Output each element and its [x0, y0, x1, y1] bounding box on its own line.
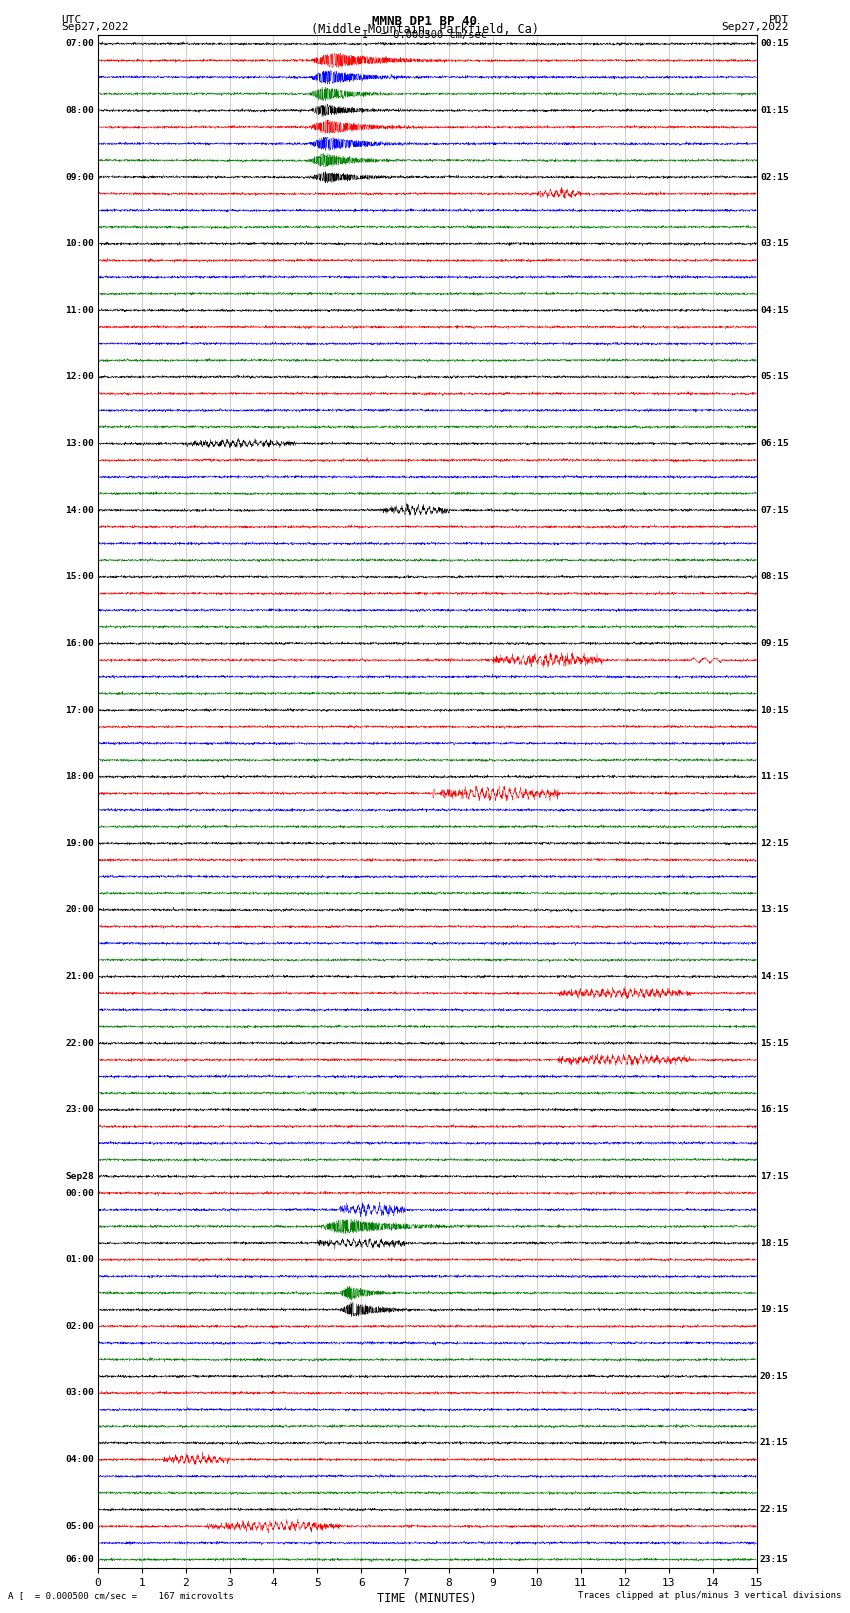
Text: 17:15: 17:15 — [760, 1173, 789, 1181]
Text: 10:00: 10:00 — [65, 239, 94, 248]
X-axis label: TIME (MINUTES): TIME (MINUTES) — [377, 1592, 477, 1605]
Text: 15:15: 15:15 — [760, 1039, 789, 1048]
Text: 20:00: 20:00 — [65, 905, 94, 915]
Text: 22:15: 22:15 — [760, 1505, 789, 1515]
Text: 04:15: 04:15 — [760, 306, 789, 315]
Text: 21:00: 21:00 — [65, 973, 94, 981]
Text: 13:00: 13:00 — [65, 439, 94, 448]
Text: PDT: PDT — [768, 16, 789, 26]
Text: Sep28: Sep28 — [65, 1173, 94, 1181]
Text: 03:15: 03:15 — [760, 239, 789, 248]
Text: 20:15: 20:15 — [760, 1371, 789, 1381]
Text: 05:15: 05:15 — [760, 373, 789, 381]
Text: 02:00: 02:00 — [65, 1321, 94, 1331]
Text: 14:00: 14:00 — [65, 506, 94, 515]
Text: 16:00: 16:00 — [65, 639, 94, 648]
Text: 06:00: 06:00 — [65, 1555, 94, 1565]
Text: 10:15: 10:15 — [760, 705, 789, 715]
Text: 17:00: 17:00 — [65, 705, 94, 715]
Text: 09:15: 09:15 — [760, 639, 789, 648]
Text: 08:15: 08:15 — [760, 573, 789, 581]
Text: 15:00: 15:00 — [65, 573, 94, 581]
Text: 23:00: 23:00 — [65, 1105, 94, 1115]
Text: 03:00: 03:00 — [65, 1389, 94, 1397]
Text: Sep27,2022: Sep27,2022 — [61, 23, 128, 32]
Text: 18:00: 18:00 — [65, 773, 94, 781]
Text: 02:15: 02:15 — [760, 173, 789, 182]
Text: 14:15: 14:15 — [760, 973, 789, 981]
Text: 21:15: 21:15 — [760, 1439, 789, 1447]
Text: Traces clipped at plus/minus 3 vertical divisions: Traces clipped at plus/minus 3 vertical … — [578, 1590, 842, 1600]
Text: 01:15: 01:15 — [760, 106, 789, 115]
Text: 01:00: 01:00 — [65, 1255, 94, 1265]
Text: 00:15: 00:15 — [760, 39, 789, 48]
Text: 12:15: 12:15 — [760, 839, 789, 848]
Text: 07:15: 07:15 — [760, 506, 789, 515]
Text: 18:15: 18:15 — [760, 1239, 789, 1247]
Text: 16:15: 16:15 — [760, 1105, 789, 1115]
Text: 05:00: 05:00 — [65, 1521, 94, 1531]
Text: 06:15: 06:15 — [760, 439, 789, 448]
Text: 12:00: 12:00 — [65, 373, 94, 381]
Text: 19:15: 19:15 — [760, 1305, 789, 1315]
Text: I  = 0.000500 cm/sec: I = 0.000500 cm/sec — [362, 31, 488, 40]
Text: (Middle Mountain, Parkfield, Ca): (Middle Mountain, Parkfield, Ca) — [311, 23, 539, 35]
Text: 13:15: 13:15 — [760, 905, 789, 915]
Text: 19:00: 19:00 — [65, 839, 94, 848]
Text: A [  = 0.000500 cm/sec =    167 microvolts: A [ = 0.000500 cm/sec = 167 microvolts — [8, 1590, 235, 1600]
Text: 09:00: 09:00 — [65, 173, 94, 182]
Text: 11:15: 11:15 — [760, 773, 789, 781]
Text: MMNB DP1 BP 40: MMNB DP1 BP 40 — [372, 16, 478, 29]
Text: 04:00: 04:00 — [65, 1455, 94, 1465]
Text: 11:00: 11:00 — [65, 306, 94, 315]
Text: 00:00: 00:00 — [65, 1189, 94, 1197]
Text: 22:00: 22:00 — [65, 1039, 94, 1048]
Text: 07:00: 07:00 — [65, 39, 94, 48]
Text: 08:00: 08:00 — [65, 106, 94, 115]
Text: 23:15: 23:15 — [760, 1555, 789, 1565]
Text: Sep27,2022: Sep27,2022 — [722, 23, 789, 32]
Text: UTC: UTC — [61, 16, 82, 26]
